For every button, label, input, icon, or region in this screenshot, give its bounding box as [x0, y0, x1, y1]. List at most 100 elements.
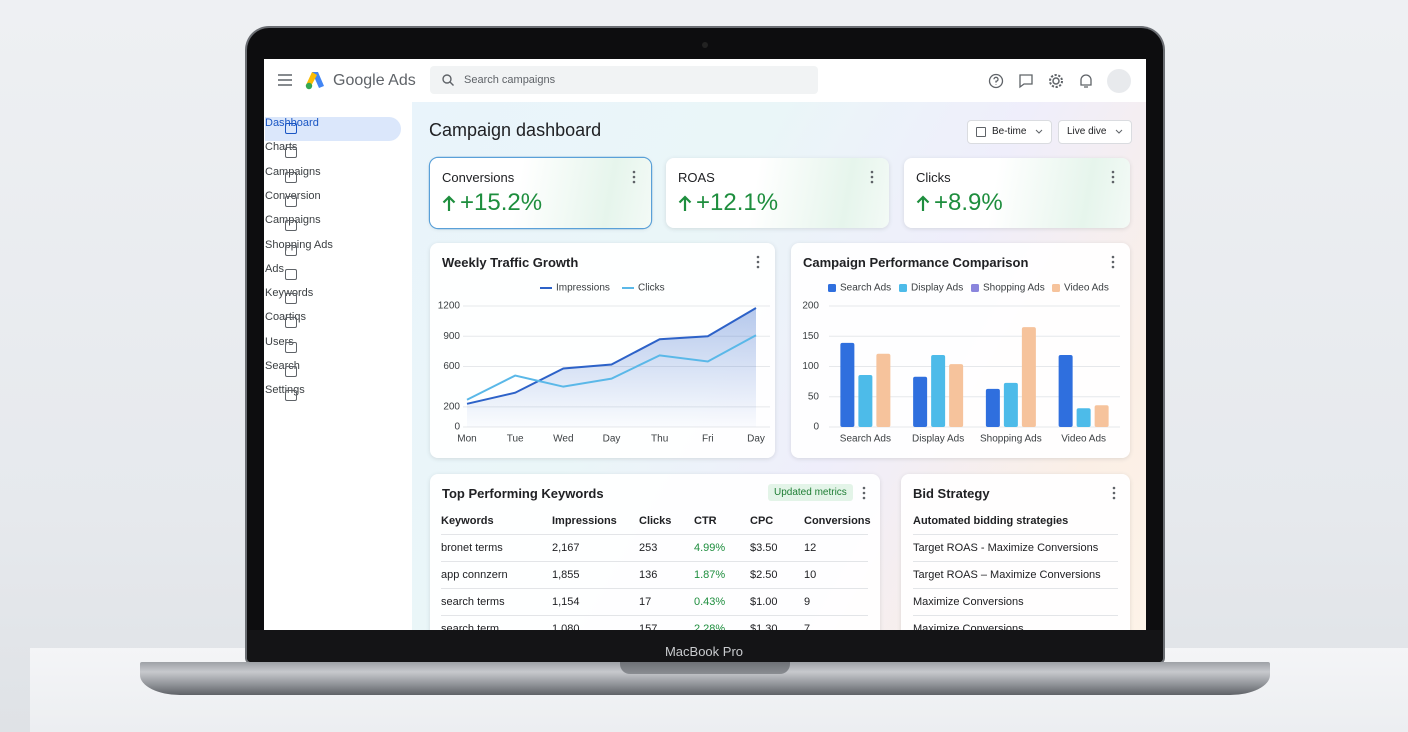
nav-item[interactable]: Charts — [265, 141, 401, 165]
kpi-value: +8.9% — [934, 189, 1003, 216]
header-icons[interactable] — [988, 73, 1118, 89]
kpi-card[interactable]: ROAS +12.1% — [666, 158, 889, 228]
card-title: Bid Strategy — [913, 486, 990, 501]
nav-icon — [285, 171, 297, 183]
kpi-value: +12.1% — [696, 189, 779, 216]
nav-item[interactable]: Ads — [265, 263, 401, 287]
search-box[interactable]: Search campaigns — [430, 66, 818, 94]
chart-card: Campaign Performance Comparison — [791, 243, 1130, 458]
strategy-item[interactable]: Target ROAS – Maximize Conversions — [913, 569, 1101, 581]
strategy-item[interactable]: Target ROAS - Maximize Conversions — [913, 542, 1099, 554]
table-cell: 1,154 — [552, 596, 580, 608]
nav-item[interactable]: Dashboard — [265, 117, 401, 141]
chart-title: Weekly Traffic Growth — [442, 255, 579, 270]
nav-item[interactable]: Campaigns — [265, 166, 401, 190]
row-divider — [913, 534, 1118, 535]
table-cell: search terms — [441, 596, 505, 608]
row-divider — [441, 561, 868, 562]
table-cell: bronet terms — [441, 542, 503, 554]
nav-item[interactable]: Coartiqs — [265, 311, 401, 335]
nav-item[interactable]: Keywords — [265, 287, 401, 311]
nav-icon — [285, 244, 297, 256]
table-cell: 12 — [804, 542, 817, 554]
nav-item[interactable]: Campaigns — [265, 214, 401, 238]
nav-item[interactable]: Users — [265, 336, 401, 360]
more-menu[interactable] — [870, 170, 874, 184]
nav-label: Shopping Ads — [265, 238, 333, 251]
strategy-item[interactable]: Maximize Conversions — [913, 596, 1024, 608]
table-cell: $1.30 — [750, 623, 778, 630]
nav-label: Ads — [265, 262, 284, 275]
strategy-item[interactable]: Maximize Conversions — [913, 623, 1024, 630]
device-label: MacBook Pro — [664, 644, 744, 659]
nav-icon — [285, 317, 297, 329]
more-menu[interactable] — [632, 170, 636, 184]
nav-item[interactable]: Settings — [265, 384, 401, 408]
table-cell: 17 — [639, 596, 652, 608]
camera — [702, 42, 708, 48]
kpi-card[interactable]: Conversions +15.2% — [430, 158, 651, 228]
control-button[interactable]: Live dive — [1058, 120, 1132, 144]
nav-icon — [285, 195, 297, 207]
bid-card: Bid Strategy Automated bidding strategies… — [901, 474, 1130, 630]
nav-icon — [285, 268, 297, 280]
kpi-card[interactable]: Clicks +8.9% — [904, 158, 1130, 228]
table-cell: 10 — [804, 569, 817, 581]
laptop-chin — [247, 630, 1163, 662]
table-cell: $2.50 — [750, 569, 778, 581]
column-header: CPC — [750, 515, 774, 527]
more-menu[interactable] — [1111, 255, 1115, 269]
row-divider — [913, 561, 1118, 562]
column-header: Impressions — [552, 515, 617, 527]
nav-icon — [285, 390, 297, 402]
search-icon — [442, 74, 454, 86]
table-cell: search term — [441, 623, 500, 630]
up-arrow — [678, 195, 692, 211]
kpi-label: ROAS — [678, 170, 715, 185]
table-cell: 1,080 — [552, 623, 580, 630]
column-header: CTR — [694, 515, 717, 527]
kpi-value-row: +8.9% — [916, 189, 1003, 217]
logo — [305, 72, 324, 90]
brand: Google Ads — [333, 72, 416, 89]
table-cell: 1,855 — [552, 569, 580, 581]
table-cell: 4.99% — [694, 542, 726, 554]
menu-icon[interactable] — [278, 74, 292, 86]
table-cell: 253 — [639, 542, 658, 554]
column-header: Clicks — [639, 515, 672, 527]
row-divider — [913, 615, 1118, 616]
laptop-notch — [620, 662, 790, 674]
table-cell: 2,167 — [552, 542, 580, 554]
control-button[interactable]: Be-time — [967, 120, 1052, 144]
table-cell: $3.50 — [750, 542, 778, 554]
nav-item[interactable]: Conversion — [265, 190, 401, 214]
more-menu[interactable] — [1112, 486, 1116, 500]
nav-label: Charts — [265, 141, 298, 154]
row-divider — [441, 588, 868, 589]
kpi-value-row: +15.2% — [442, 189, 542, 217]
nav-icon — [285, 341, 297, 353]
top-bar: Google Ads Search campaigns — [264, 59, 1146, 103]
page-title: Campaign dashboard — [429, 120, 602, 140]
more-menu[interactable] — [1111, 170, 1115, 184]
control-label: Be-time — [992, 126, 1027, 137]
avatar[interactable] — [1107, 69, 1131, 93]
nav-item[interactable]: Shopping Ads — [265, 239, 401, 263]
row-divider — [913, 588, 1118, 589]
chevron — [1115, 129, 1123, 134]
table-cell: $1.00 — [750, 596, 778, 608]
nav-icon — [285, 220, 297, 232]
nav-item[interactable]: Search — [265, 360, 401, 384]
nav-label: Search — [265, 360, 300, 372]
table-cell: 2.28% — [694, 623, 726, 630]
column-header: Conversions — [804, 515, 871, 527]
table-cell: 0.43% — [694, 596, 726, 608]
sidebar: Dashboard Charts Campaigns Conversion Campai… — [264, 102, 413, 630]
kpi-label: Clicks — [916, 170, 951, 185]
more-menu[interactable] — [862, 486, 866, 500]
table-cell: 9 — [804, 596, 811, 608]
control-label: Live dive — [1067, 126, 1107, 137]
more-menu[interactable] — [756, 255, 760, 269]
screen: Google Ads Search campaigns Dashboard Cha… — [264, 59, 1146, 630]
